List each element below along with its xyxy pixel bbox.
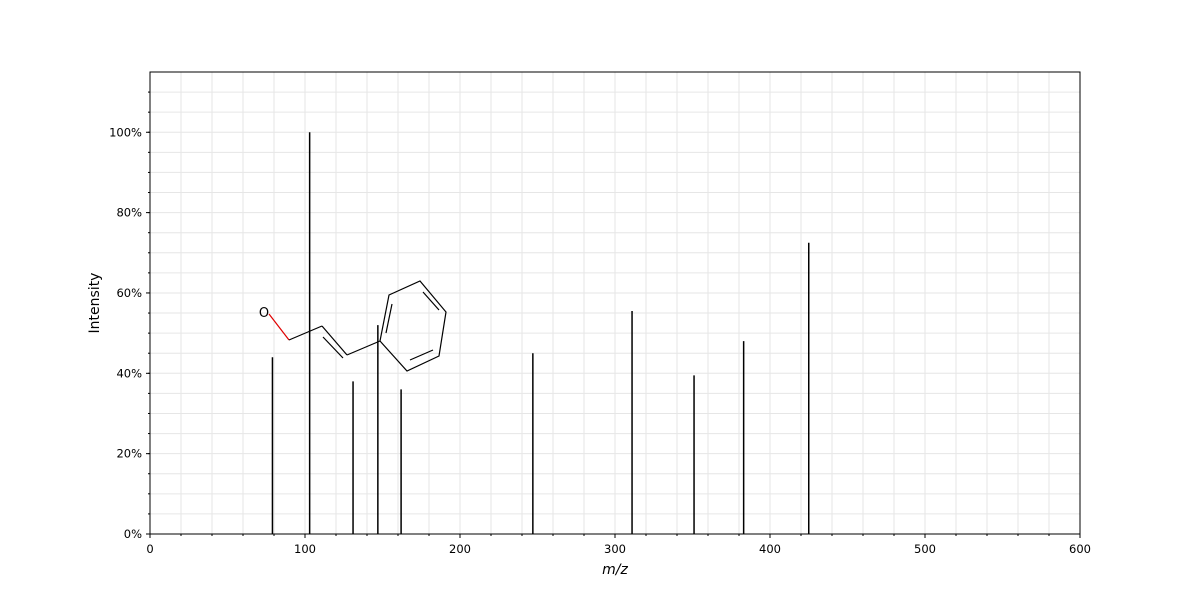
y-tick-label: 40%	[116, 366, 142, 380]
ring-double-bond	[385, 303, 393, 334]
ring-double-bond	[409, 349, 434, 361]
chain-bond	[288, 325, 323, 341]
x-tick-label: 100	[294, 542, 316, 556]
y-tick-label: 100%	[109, 125, 142, 139]
y-tick-label: 20%	[116, 447, 142, 461]
chain-bond	[346, 340, 381, 356]
x-tick-label: 500	[914, 542, 936, 556]
bars-layer	[271, 132, 810, 534]
carbonyl-bond	[268, 313, 290, 341]
x-tick-label: 200	[449, 542, 471, 556]
ticks-layer: 0 100 200 300 400 500 600 0% 20% 40% 60% 80% 100%	[109, 91, 1091, 556]
oxygen-atom-label: O	[259, 306, 269, 321]
x-tick-label: 0	[146, 542, 153, 556]
x-axis-label: m/z	[602, 562, 628, 578]
y-tick-label: 0%	[124, 527, 142, 541]
x-tick-label: 400	[759, 542, 781, 556]
y-tick-label: 60%	[116, 286, 142, 300]
x-tick-label: 600	[1069, 542, 1091, 556]
benzene-ring	[379, 280, 447, 372]
double-bond-inner	[322, 336, 344, 359]
grid-layer	[150, 72, 1080, 534]
ring-double-bond	[422, 291, 440, 311]
y-axis-label: Intensity	[87, 273, 103, 334]
y-tick-label: 80%	[116, 206, 142, 220]
x-tick-label: 300	[604, 542, 626, 556]
molecule-structure-drawing: O	[259, 280, 447, 372]
double-bond-outer	[321, 325, 348, 356]
